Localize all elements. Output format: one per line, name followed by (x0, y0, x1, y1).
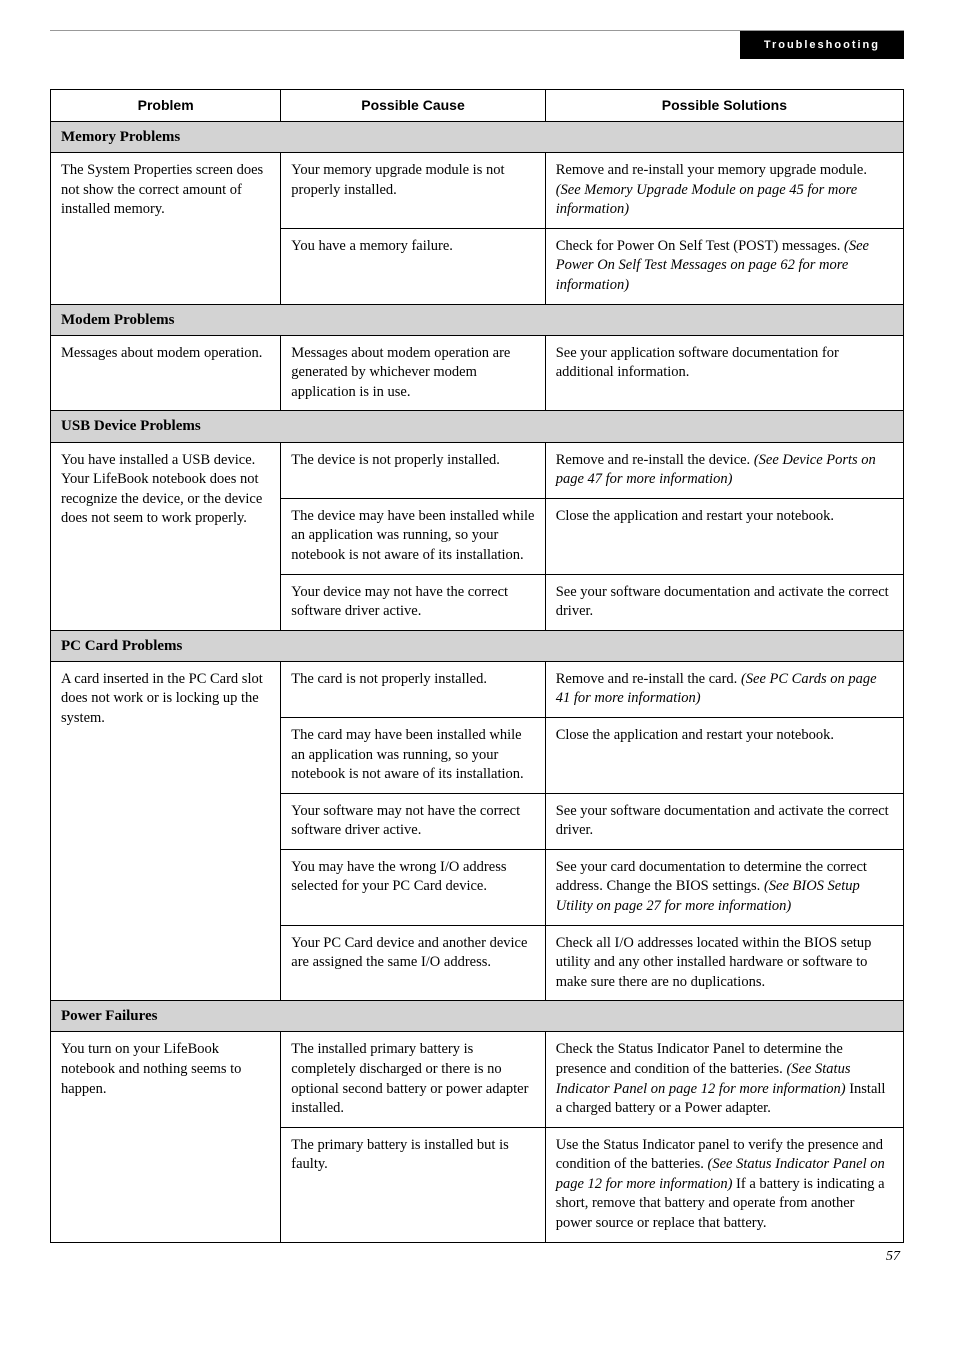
cell-cause: The card may have been installed while a… (281, 718, 545, 794)
table-row: Messages about modem operation. Messages… (51, 335, 904, 411)
section-usb: USB Device Problems (51, 411, 904, 442)
table-row: The System Properties screen does not sh… (51, 153, 904, 229)
section-pccard-label: PC Card Problems (51, 630, 904, 661)
cell-cause: You may have the wrong I/O address selec… (281, 849, 545, 925)
cell-cause: Your memory upgrade module is not proper… (281, 153, 545, 229)
cell-cause: You have a memory failure. (281, 228, 545, 304)
section-modem: Modem Problems (51, 304, 904, 335)
cell-solution: Remove and re-install your memory upgrad… (545, 153, 903, 229)
cell-solution: Close the application and restart your n… (545, 718, 903, 794)
cell-cause: Your software may not have the correct s… (281, 793, 545, 849)
cell-cause: The primary battery is installed but is … (281, 1127, 545, 1242)
troubleshooting-table: Problem Possible Cause Possible Solution… (50, 89, 904, 1243)
section-memory: Memory Problems (51, 121, 904, 152)
cell-cause: Your device may not have the correct sof… (281, 574, 545, 630)
col-cause: Possible Cause (281, 90, 545, 122)
cell-solution: See your application software documentat… (545, 335, 903, 411)
cell-solution: See your software documentation and acti… (545, 793, 903, 849)
cell-solution: Check for Power On Self Test (POST) mess… (545, 228, 903, 304)
cell-problem: A card inserted in the PC Card slot does… (51, 661, 281, 1000)
header-bar: Troubleshooting (50, 30, 904, 59)
cell-solution: Remove and re-install the card. (See PC … (545, 661, 903, 717)
cell-problem: You have installed a USB device. Your Li… (51, 442, 281, 630)
page-number: 57 (50, 1249, 904, 1265)
cell-solution: See your card documentation to determine… (545, 849, 903, 925)
cell-solution: Use the Status Indicator panel to verify… (545, 1127, 903, 1242)
cell-solution: Remove and re-install the device. (See D… (545, 442, 903, 498)
section-pccard: PC Card Problems (51, 630, 904, 661)
table-header-row: Problem Possible Cause Possible Solution… (51, 90, 904, 122)
col-solutions: Possible Solutions (545, 90, 903, 122)
section-usb-label: USB Device Problems (51, 411, 904, 442)
cell-solution: Check all I/O addresses located within t… (545, 925, 903, 1001)
table-row: A card inserted in the PC Card slot does… (51, 661, 904, 717)
table-row: You turn on your LifeBook notebook and n… (51, 1032, 904, 1127)
cell-problem: The System Properties screen does not sh… (51, 153, 281, 304)
cell-cause: The device may have been installed while… (281, 498, 545, 574)
cell-cause: Messages about modem operation are gener… (281, 335, 545, 411)
cell-solution: Close the application and restart your n… (545, 498, 903, 574)
cell-cause: The installed primary battery is complet… (281, 1032, 545, 1127)
section-power: Power Failures (51, 1001, 904, 1032)
cell-problem: Messages about modem operation. (51, 335, 281, 411)
cell-cause: The card is not properly installed. (281, 661, 545, 717)
cell-solution: Check the Status Indicator Panel to dete… (545, 1032, 903, 1127)
header-tab: Troubleshooting (740, 31, 904, 59)
section-modem-label: Modem Problems (51, 304, 904, 335)
table-row: You have installed a USB device. Your Li… (51, 442, 904, 498)
cell-cause: Your PC Card device and another device a… (281, 925, 545, 1001)
cell-solution: See your software documentation and acti… (545, 574, 903, 630)
section-power-label: Power Failures (51, 1001, 904, 1032)
section-memory-label: Memory Problems (51, 121, 904, 152)
col-problem: Problem (51, 90, 281, 122)
cell-problem: You turn on your LifeBook notebook and n… (51, 1032, 281, 1242)
cell-cause: The device is not properly installed. (281, 442, 545, 498)
